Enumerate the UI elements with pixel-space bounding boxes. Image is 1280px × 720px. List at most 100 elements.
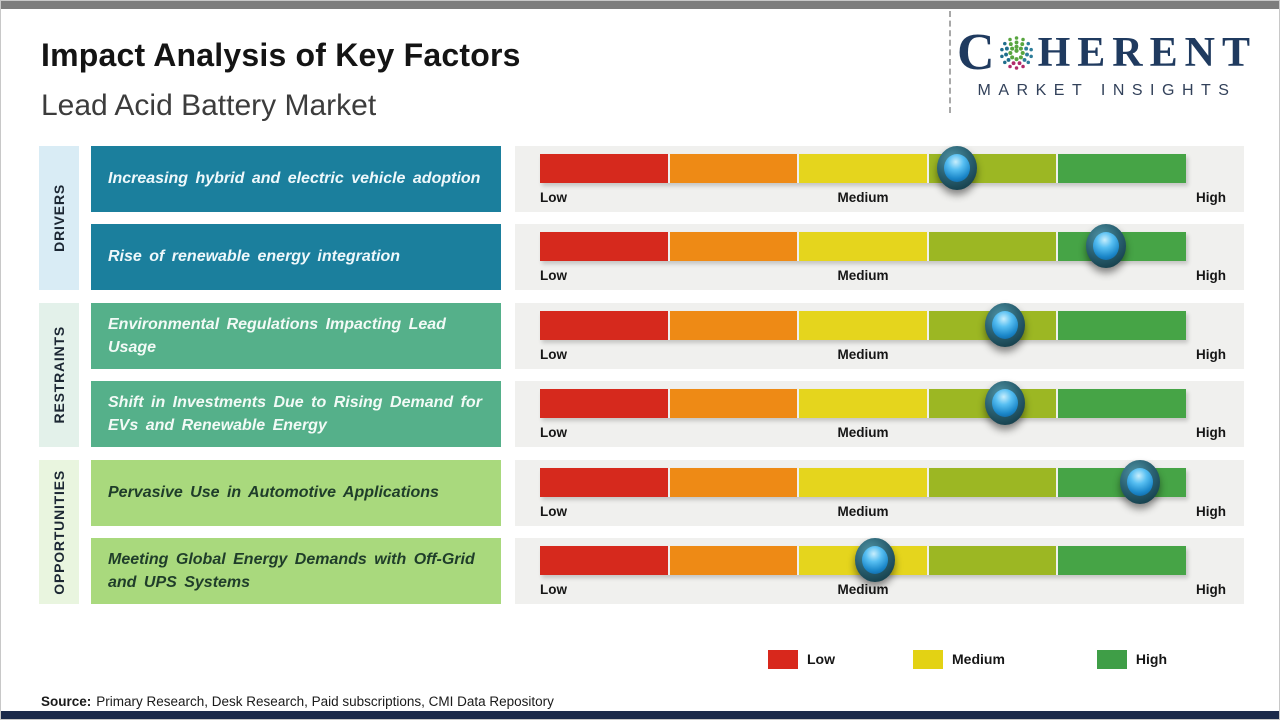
impact-scale-panel: Low Medium High	[515, 224, 1244, 290]
scale-segment	[540, 389, 668, 418]
impact-scale-panel: Low Medium High	[515, 146, 1244, 212]
scale-label-high: High	[1196, 425, 1226, 440]
logo-wordmark: HERENT	[1037, 30, 1257, 76]
scale-segment	[669, 232, 798, 261]
source-text: Primary Research, Desk Research, Paid su…	[96, 694, 554, 709]
legend-item-high: High	[1096, 649, 1167, 669]
factor-row: Pervasive Use in Automotive Applications…	[91, 460, 1244, 526]
legend: Low Medium High	[731, 643, 1244, 675]
scale-segment	[669, 546, 798, 575]
scale-label-low: Low	[540, 504, 567, 519]
scale-label-medium: Medium	[837, 504, 889, 519]
scale-segment	[799, 311, 927, 340]
scale-label-high: High	[1196, 504, 1226, 519]
impact-scale-panel: Low Medium High	[515, 303, 1244, 369]
factor-row: Meeting Global Energy Demands with Off-G…	[91, 538, 1244, 604]
scale-segment	[540, 232, 668, 261]
factor-box: Pervasive Use in Automotive Applications	[91, 460, 501, 526]
legend-item-low: Low	[768, 649, 835, 669]
scale-segment	[1058, 311, 1186, 340]
impact-marker	[985, 303, 1026, 347]
logo-divider-dashed-line	[949, 11, 951, 113]
scale-label-low: Low	[540, 190, 567, 205]
scale-segment	[928, 232, 1057, 261]
scale-label-high: High	[1196, 190, 1226, 205]
scale-segment	[928, 468, 1057, 497]
impact-marker-core	[944, 154, 971, 182]
scale-segment	[669, 154, 798, 183]
scale-segment	[928, 546, 1057, 575]
scale-segment	[669, 389, 798, 418]
source-label: Source:	[41, 694, 92, 709]
scale-segment	[799, 389, 927, 418]
scale-segment	[799, 154, 927, 183]
scale-segment	[1058, 389, 1186, 418]
page-subtitle: Lead Acid Battery Market	[41, 89, 377, 122]
legend-label-high: High	[1135, 651, 1167, 667]
factor-row: Environmental Regulations Impacting Lead…	[91, 303, 1244, 369]
scale-segment	[540, 154, 668, 183]
group-rail-restraints: RESTRAINTS	[39, 303, 79, 447]
group-label-drivers: DRIVERS	[51, 184, 67, 252]
impact-scale-panel: Low Medium High	[515, 538, 1244, 604]
factor-text: Meeting Global Energy Demands with Off-G…	[108, 550, 475, 591]
impact-analysis-chart: DRIVERS Increasing hybrid and electric v…	[39, 146, 1244, 617]
impact-marker-core	[861, 546, 888, 574]
impact-marker	[1120, 460, 1161, 504]
impact-marker-core	[992, 389, 1019, 417]
legend-item-medium: Medium	[913, 649, 1005, 669]
scale-segment	[669, 468, 798, 497]
group-rail-opportunities: OPPORTUNITIES	[39, 460, 79, 604]
top-border-bar	[1, 1, 1279, 9]
factor-text: Shift in Investments Due to Rising Deman…	[108, 393, 482, 434]
group-label-opportunities: OPPORTUNITIES	[51, 469, 67, 595]
coherent-market-insights-logo: C HERENT MARKET INSIGHTS	[957, 27, 1257, 100]
impact-marker-core	[1092, 232, 1119, 260]
group-drivers: DRIVERS Increasing hybrid and electric v…	[39, 146, 1244, 290]
scale-label-low: Low	[540, 582, 567, 597]
impact-scale-track	[540, 546, 1186, 575]
scale-label-medium: Medium	[837, 347, 889, 362]
factor-box: Rise of renewable energy integration	[91, 224, 501, 290]
factor-text: Environmental Regulations Impacting Lead…	[108, 315, 446, 356]
factor-text: Increasing hybrid and electric vehicle a…	[108, 170, 481, 188]
page-title: Impact Analysis of Key Factors	[41, 37, 521, 73]
legend-swatch-low	[768, 649, 798, 669]
bottom-border-bar	[1, 711, 1279, 719]
impact-scale-track	[540, 468, 1186, 497]
factor-box: Meeting Global Energy Demands with Off-G…	[91, 538, 501, 604]
group-rail-drivers: DRIVERS	[39, 146, 79, 290]
scale-segment	[1058, 154, 1186, 183]
impact-marker-core	[992, 311, 1019, 339]
factor-box: Shift in Investments Due to Rising Deman…	[91, 381, 501, 447]
legend-label-low: Low	[807, 651, 835, 667]
scale-label-medium: Medium	[837, 190, 889, 205]
factor-box: Environmental Regulations Impacting Lead…	[91, 303, 501, 369]
scale-segment	[1058, 546, 1186, 575]
scale-label-medium: Medium	[837, 425, 889, 440]
scale-label-high: High	[1196, 268, 1226, 283]
legend-label-medium: Medium	[952, 651, 1005, 667]
scale-segment	[799, 232, 927, 261]
scale-segment	[669, 311, 798, 340]
impact-marker	[985, 381, 1026, 425]
impact-marker	[854, 538, 895, 582]
logo-dotted-sphere-icon	[999, 36, 1033, 70]
scale-label-low: Low	[540, 347, 567, 362]
source-line: Source: Primary Research, Desk Research, …	[41, 694, 554, 709]
impact-marker-core	[1127, 468, 1154, 496]
scale-label-medium: Medium	[837, 268, 889, 283]
scale-label-high: High	[1196, 582, 1226, 597]
scale-segment	[799, 468, 927, 497]
impact-scale-track	[540, 154, 1186, 183]
impact-marker	[1085, 224, 1126, 268]
legend-swatch-high	[1096, 649, 1127, 669]
group-restraints: RESTRAINTS Environmental Regulations Imp…	[39, 303, 1244, 447]
scale-label-low: Low	[540, 425, 567, 440]
impact-marker	[937, 146, 978, 190]
factor-text: Rise of renewable energy integration	[108, 248, 401, 266]
impact-scale-track	[540, 311, 1186, 340]
impact-scale-track	[540, 389, 1186, 418]
legend-swatch-medium	[913, 649, 943, 669]
